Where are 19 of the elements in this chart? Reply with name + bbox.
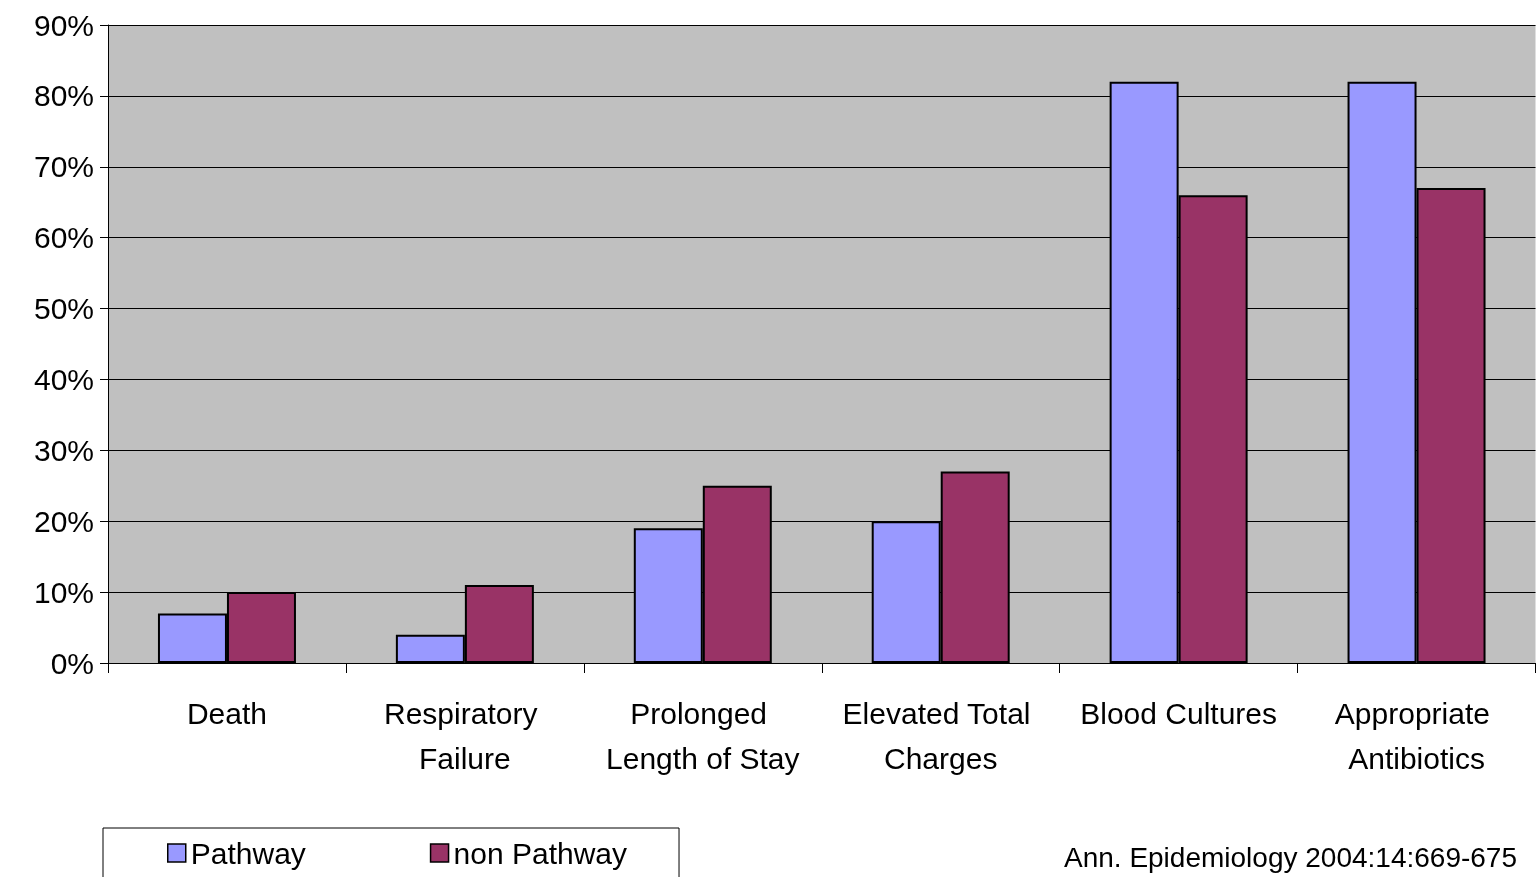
- y-tick-label: 0%: [50, 646, 94, 680]
- x-tick-label: Death: [186, 697, 267, 730]
- y-tick-label: 40%: [33, 362, 94, 396]
- x-tick-label: Prolonged Length of Stay: [606, 697, 800, 775]
- y-tick-label: 30%: [33, 433, 94, 467]
- y-tick-label: 60%: [33, 221, 94, 255]
- legend-label: non Pathway: [453, 836, 628, 870]
- y-tick-label: 80%: [33, 79, 94, 113]
- y-tick-label: 20%: [33, 504, 94, 538]
- x-tick-label: Elevated Total Charges: [842, 697, 1039, 775]
- y-tick-label: 90%: [33, 8, 94, 42]
- x-tick-label: Blood Cultures: [1080, 697, 1278, 730]
- legend-label: Pathway: [190, 836, 306, 870]
- y-tick-label: 50%: [33, 292, 94, 326]
- y-tick-label: 10%: [33, 575, 94, 609]
- text: Ann. Epidemiology 2004:14:669-675: [1064, 841, 1518, 873]
- x-tick-label: Appropriate Antibiotics: [1334, 697, 1499, 775]
- y-tick-label: 70%: [33, 150, 94, 184]
- x-tick-label: Respiratory Failure: [384, 697, 546, 775]
